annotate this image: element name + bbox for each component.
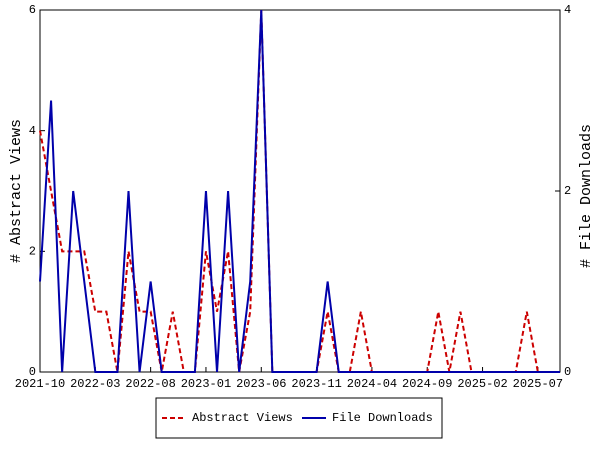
y2-tick-label: 0 xyxy=(564,365,571,379)
y-tick-label: 6 xyxy=(29,3,36,17)
x-tick-label: 2023-06 xyxy=(236,377,286,391)
x-tick-label: 2025-07 xyxy=(513,377,563,391)
y2-tick-label: 4 xyxy=(564,3,571,17)
y2-tick-label: 2 xyxy=(564,184,571,198)
y-tick-label: 2 xyxy=(29,245,36,259)
series-line xyxy=(39,9,560,373)
plot-frame xyxy=(39,9,561,373)
x-tick-label: 2021-10 xyxy=(15,377,65,391)
x-tick-label: 2024-04 xyxy=(347,377,397,391)
legend-label: Abstract Views xyxy=(192,411,293,425)
y-tick-label: 0 xyxy=(29,365,36,379)
legend-box xyxy=(155,397,443,439)
x-tick-label: 2022-03 xyxy=(70,377,120,391)
series-line xyxy=(39,9,560,373)
x-tick-label: 2023-01 xyxy=(181,377,231,391)
y-axis-title: # Abstract Views xyxy=(8,119,25,263)
y2-axis-title: # File Downloads xyxy=(578,124,595,268)
x-tick-label: 2022-08 xyxy=(125,377,175,391)
y-tick-label: 4 xyxy=(29,124,36,138)
x-tick-label: 2024-09 xyxy=(402,377,452,391)
x-tick-label: 2023-11 xyxy=(291,377,341,391)
x-tick-label: 2025-02 xyxy=(457,377,507,391)
legend-label: File Downloads xyxy=(332,411,433,425)
